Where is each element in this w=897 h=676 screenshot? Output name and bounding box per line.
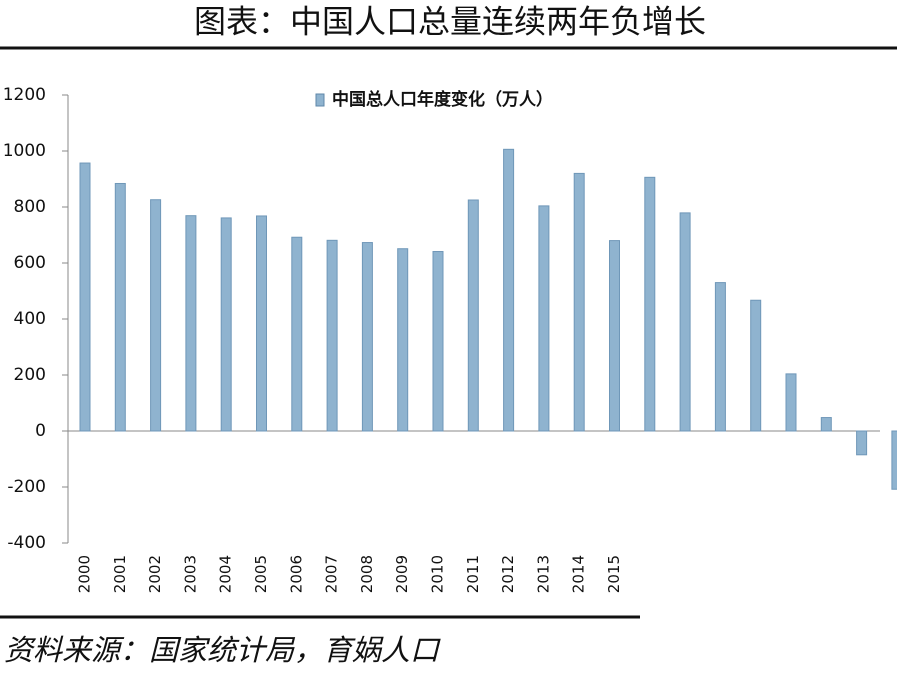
x-tick-label: 2013 [534,555,552,593]
x-tick-label: 2000 [76,555,94,593]
x-tick-label: 2003 [181,555,199,593]
bar [644,176,656,432]
bar [714,282,726,432]
y-tick-label: -200 [7,477,46,497]
chart-title: 图表：中国人口总量连续两年负增长 [194,3,706,41]
bar [503,148,515,432]
bar [326,239,338,432]
bar [432,251,444,432]
source-note: 资料来源：国家统计局，育娲人口 [4,633,441,667]
y-tick-label: 600 [14,253,46,273]
x-tick-label: 2009 [393,555,411,593]
x-tick-label: 2004 [217,555,235,593]
bar [679,212,691,432]
bar [150,199,162,432]
bar [220,217,232,432]
legend-label: 中国总人口年度变化（万人） [332,89,553,110]
x-tick-label: 2006 [287,555,305,593]
bar [185,215,197,432]
bar [291,236,303,432]
legend-swatch [315,93,325,107]
x-tick-label: 2014 [570,555,588,593]
x-tick-label: 2002 [146,555,164,593]
bar [609,240,620,432]
y-tick-label: 400 [14,309,46,329]
y-tick-label: 0 [35,421,46,441]
y-tick-label: 800 [14,197,46,217]
x-tick-label: 2012 [499,555,517,593]
bar [785,373,797,432]
y-tick-label: 1200 [3,85,46,105]
bar [256,215,267,432]
bar [79,162,91,432]
x-tick-label: 2015 [605,555,623,593]
bar [573,172,585,432]
bar [361,242,373,432]
x-tick-label: 2005 [252,555,270,593]
x-tick-label: 2001 [111,555,129,593]
bar [114,182,126,432]
x-tick-label: 2010 [429,555,447,593]
bar [538,205,550,432]
x-tick-label: 2008 [358,555,376,593]
x-tick-label: 2011 [464,555,482,593]
bar [820,417,832,432]
y-tick-label: -400 [7,533,46,553]
y-tick-label: 200 [14,365,46,385]
bar [856,430,868,456]
y-tick-label: 1000 [3,141,46,161]
bar [397,248,409,432]
bar [891,430,897,490]
bar [750,299,762,432]
x-tick-label: 2007 [323,555,341,593]
bar [467,199,479,432]
